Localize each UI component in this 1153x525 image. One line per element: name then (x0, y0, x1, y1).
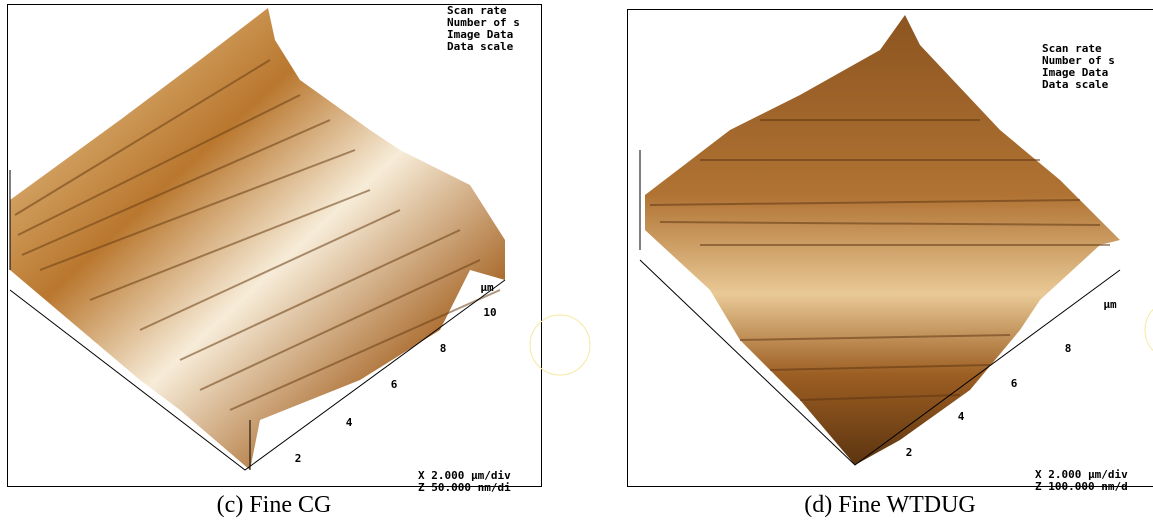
axis-unit: μm (480, 281, 494, 294)
info-text: Data scale (1042, 78, 1109, 91)
axis-tick-label: 6 (1011, 377, 1018, 390)
axis-tick-label: 2 (906, 446, 913, 459)
axis-tick-label: 2 (295, 452, 302, 465)
info-text: Data scale (447, 40, 514, 53)
axis-tick-label: 10 (483, 306, 496, 319)
scale-text: Z 50.000 nm/di (418, 481, 511, 494)
caption: (d) Fine WTDUG (804, 492, 976, 518)
scale-text: Z 100.000 nm/d (1035, 480, 1128, 493)
axis-tick-label: 4 (958, 410, 965, 423)
axis-tick-label: 4 (346, 416, 353, 429)
figure: Scan rateNumber of sImage DataData scale… (0, 0, 1153, 525)
axis-tick-label: 6 (391, 378, 398, 391)
caption: (c) Fine CG (217, 492, 332, 518)
axis-unit: μm (1103, 298, 1117, 311)
axis-tick-label: 8 (440, 342, 447, 355)
axis-tick-label: 8 (1065, 342, 1072, 355)
